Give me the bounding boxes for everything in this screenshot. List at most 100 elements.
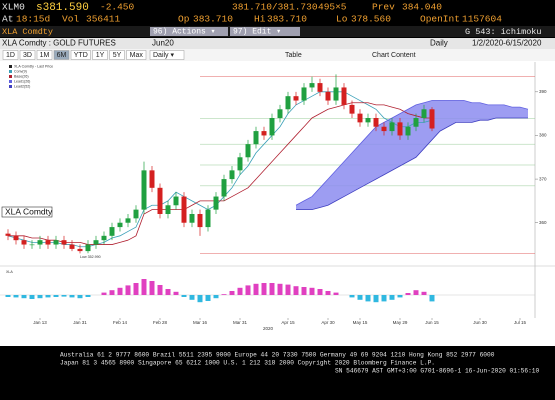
actions-button[interactable] bbox=[150, 27, 228, 36]
op-label: Op bbox=[178, 14, 190, 25]
range-button[interactable] bbox=[92, 50, 108, 60]
size: 495×5 bbox=[318, 2, 347, 13]
histogram-bar bbox=[285, 284, 291, 295]
candle-body bbox=[45, 240, 51, 245]
x-tick-label: Jul 15 bbox=[514, 320, 527, 325]
legend-swatch bbox=[9, 70, 12, 73]
histogram-bar bbox=[157, 285, 163, 295]
menu-security: XLA Comdty bbox=[2, 27, 53, 37]
candle-body bbox=[365, 118, 371, 123]
histogram-bar bbox=[101, 292, 107, 295]
x-tick-label: Feb 14 bbox=[113, 320, 128, 325]
candle-body bbox=[341, 87, 347, 105]
op: 383.710 bbox=[193, 14, 233, 25]
quote-header: XLM0 s381.590 -2.450 381.710/381.730 495… bbox=[2, 2, 502, 25]
table-button[interactable]: Table bbox=[285, 52, 302, 59]
legend-label: Conv(9) bbox=[14, 69, 27, 73]
edit-label[interactable]: 97) Edit ▾ bbox=[233, 28, 281, 37]
candle-body bbox=[69, 244, 75, 249]
frequency-button[interactable] bbox=[149, 50, 185, 60]
security-tag bbox=[1, 206, 53, 218]
candle-body bbox=[245, 144, 251, 158]
vol-label: Vol bbox=[62, 14, 79, 25]
histogram-bar bbox=[325, 291, 331, 295]
histogram-bar bbox=[245, 285, 251, 295]
oi-label: OpenInt bbox=[420, 14, 460, 25]
candle-body bbox=[93, 240, 99, 245]
range-button[interactable] bbox=[19, 50, 36, 60]
candle-body bbox=[317, 83, 323, 92]
histogram-bar bbox=[397, 295, 403, 298]
histogram-bar bbox=[125, 285, 131, 295]
candle-body bbox=[5, 233, 11, 236]
contract: Jun20 bbox=[152, 39, 174, 48]
chart: 360 370 380 390 Jan 13 Jan 31 Feb 14 Feb 28 Mar … bbox=[0, 62, 555, 331]
range-button[interactable] bbox=[2, 50, 19, 60]
low-annotation: Low 352.990 bbox=[80, 255, 101, 259]
candle-body bbox=[101, 235, 107, 241]
candle-body bbox=[309, 83, 315, 88]
chart-content-button[interactable]: Chart Content bbox=[372, 52, 416, 59]
x-tick-label: Feb 28 bbox=[153, 320, 168, 325]
candle-body bbox=[173, 196, 179, 206]
x-tick-label: Mar 31 bbox=[233, 320, 248, 325]
histogram-bar bbox=[117, 287, 123, 295]
candle-body bbox=[229, 170, 235, 180]
range-button[interactable] bbox=[70, 50, 91, 60]
candle-body bbox=[53, 240, 59, 245]
candle-body bbox=[301, 87, 307, 101]
range-label[interactable]: Max bbox=[130, 52, 144, 59]
candle-body bbox=[381, 126, 387, 132]
y-tick-label: 370 bbox=[539, 176, 547, 181]
range-button[interactable] bbox=[109, 50, 125, 60]
range-label[interactable]: 6M bbox=[57, 52, 67, 59]
range-label[interactable]: 1D bbox=[6, 52, 15, 59]
last-price: s381.590 bbox=[36, 2, 89, 14]
candle-body bbox=[285, 96, 291, 110]
histogram-bar bbox=[205, 295, 211, 301]
range-label[interactable]: 1M bbox=[40, 52, 50, 59]
prev-label: Prev bbox=[372, 2, 395, 13]
range-label[interactable]: YTD bbox=[74, 52, 88, 59]
candle-body bbox=[293, 96, 299, 101]
lo-label: Lo bbox=[336, 14, 348, 25]
histogram-bar bbox=[389, 295, 395, 300]
histogram-bar bbox=[413, 290, 419, 295]
candle-body bbox=[85, 244, 91, 252]
frequency-label[interactable]: Daily ▾ bbox=[153, 52, 175, 59]
footer-line: Australia 61 2 9777 8600 Brazil 5511 239… bbox=[60, 352, 495, 359]
ticker: XLM0 bbox=[2, 2, 25, 13]
range-label[interactable]: 5Y bbox=[113, 52, 122, 59]
legend-swatch bbox=[9, 65, 12, 68]
range-label[interactable]: 3D bbox=[23, 52, 32, 59]
y-tick-label: 380 bbox=[539, 133, 547, 138]
histogram-bar bbox=[237, 287, 243, 295]
candle-body bbox=[253, 131, 259, 145]
candle-body bbox=[333, 87, 339, 101]
legend-swatch bbox=[9, 80, 12, 83]
candle-body bbox=[349, 104, 355, 114]
range-button[interactable] bbox=[126, 50, 147, 60]
histogram-bar bbox=[197, 295, 203, 303]
prev: 384.040 bbox=[402, 2, 442, 13]
date-range: 1/2/2020-6/15/2020 bbox=[472, 39, 542, 48]
histogram-bar bbox=[69, 295, 75, 298]
histogram-bar bbox=[53, 295, 59, 297]
range-label[interactable]: 1Y bbox=[96, 52, 105, 59]
legend-label: Lead2(52) bbox=[14, 84, 30, 88]
indicator-line bbox=[296, 117, 528, 211]
histogram-bar bbox=[85, 295, 91, 297]
candle-body bbox=[197, 214, 203, 228]
range-button[interactable] bbox=[36, 50, 53, 60]
edit-button[interactable] bbox=[230, 27, 300, 36]
cloud bbox=[296, 100, 528, 210]
candle-body bbox=[61, 240, 67, 245]
range-button[interactable] bbox=[53, 50, 70, 60]
actions-label[interactable]: 96) Actions ▾ bbox=[153, 28, 215, 37]
x-tick-label: Mar 16 bbox=[193, 320, 208, 325]
candle-body bbox=[125, 218, 131, 223]
footer-line: SN 546679 AST GMT+3:00 G701-8696-1 16-Ju… bbox=[335, 368, 540, 375]
histogram-bar bbox=[349, 295, 355, 298]
candle-body bbox=[397, 122, 403, 136]
